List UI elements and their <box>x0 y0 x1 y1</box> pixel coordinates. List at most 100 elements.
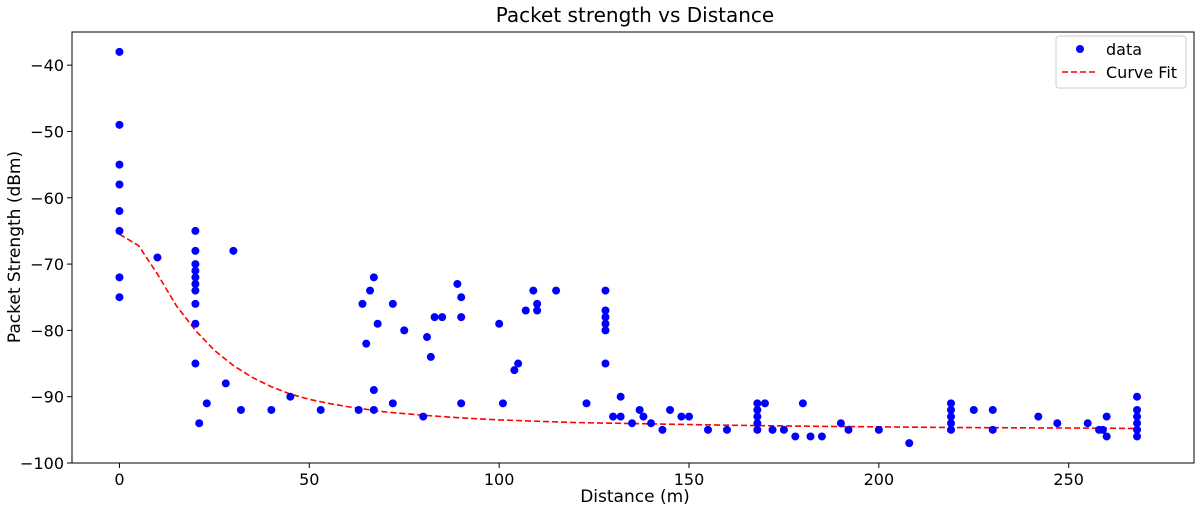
data-point <box>202 399 211 408</box>
data-point <box>115 293 124 302</box>
x-axis-ticks: 0 50 100 150 200 250 <box>114 463 1084 489</box>
x-tick-label: 0 <box>114 470 124 489</box>
data-point <box>768 425 777 434</box>
x-tick-label: 250 <box>1053 470 1084 489</box>
data-point <box>354 405 363 414</box>
data-point <box>191 226 200 235</box>
data-point <box>988 425 997 434</box>
data-point <box>969 405 978 414</box>
data-point <box>806 432 815 441</box>
data-point <box>817 432 826 441</box>
data-point <box>191 246 200 255</box>
data-point <box>703 425 712 434</box>
data-point <box>1083 419 1092 428</box>
data-point <box>369 386 378 395</box>
y-tick-label: −100 <box>20 454 64 473</box>
data-point <box>430 313 439 322</box>
data-point <box>457 313 466 322</box>
y-tick-label: −60 <box>30 189 64 208</box>
data-point <box>221 379 230 388</box>
data-point <box>635 405 644 414</box>
data-point <box>753 419 762 428</box>
data-point <box>533 306 542 315</box>
data-point <box>191 266 200 275</box>
data-point <box>685 412 694 421</box>
data-point <box>616 412 625 421</box>
data-point <box>419 412 428 421</box>
data-point <box>647 419 656 428</box>
data-point <box>191 299 200 308</box>
chart-title: Packet strength vs Distance <box>496 3 774 27</box>
data-point <box>366 286 375 295</box>
data-point <box>988 405 997 414</box>
data-point <box>1133 432 1142 441</box>
data-point <box>601 359 610 368</box>
data-point <box>191 273 200 282</box>
data-point <box>115 226 124 235</box>
data-point <box>229 246 238 255</box>
data-point <box>457 293 466 302</box>
data-point <box>874 425 883 434</box>
data-point <box>791 432 800 441</box>
data-point <box>529 286 538 295</box>
data-point <box>316 405 325 414</box>
data-point <box>1133 392 1142 401</box>
data-point <box>1034 412 1043 421</box>
data-point <box>1053 419 1062 428</box>
data-points-layer <box>115 47 1142 448</box>
data-point <box>533 299 542 308</box>
legend-curve-fit-label: Curve Fit <box>1106 63 1177 82</box>
data-point <box>753 412 762 421</box>
data-point <box>905 439 914 448</box>
legend: data Curve Fit <box>1055 35 1187 89</box>
data-point <box>1102 432 1111 441</box>
data-point <box>521 306 530 315</box>
x-tick-label: 50 <box>299 470 319 489</box>
data-point <box>946 399 955 408</box>
data-point <box>498 399 507 408</box>
legend-box <box>1055 35 1187 89</box>
x-tick-label: 150 <box>674 470 705 489</box>
data-point <box>191 286 200 295</box>
data-point <box>115 207 124 216</box>
data-point <box>609 412 618 421</box>
data-point <box>946 419 955 428</box>
y-tick-label: −70 <box>30 255 64 274</box>
data-point <box>844 425 853 434</box>
data-point <box>1133 425 1142 434</box>
x-tick-label: 200 <box>864 470 895 489</box>
data-point <box>115 47 124 56</box>
data-point <box>191 319 200 328</box>
data-point <box>666 405 675 414</box>
data-point <box>510 366 519 375</box>
data-point <box>495 319 504 328</box>
data-point <box>1133 412 1142 421</box>
data-point <box>191 359 200 368</box>
data-point <box>115 160 124 169</box>
y-tick-label: −50 <box>30 122 64 141</box>
data-point <box>1102 412 1111 421</box>
data-point <box>115 180 124 189</box>
data-point <box>946 412 955 421</box>
data-point <box>388 299 397 308</box>
data-point <box>753 425 762 434</box>
data-point <box>358 299 367 308</box>
data-point <box>191 279 200 288</box>
data-point <box>798 399 807 408</box>
x-tick-label: 100 <box>484 470 515 489</box>
legend-data-label: data <box>1106 40 1142 59</box>
data-point <box>722 425 731 434</box>
data-point <box>115 273 124 282</box>
y-axis-ticks: −100 −90 −80 −70 −60 −50 −40 <box>20 56 72 473</box>
data-point <box>426 352 435 361</box>
data-point <box>616 392 625 401</box>
data-point <box>153 253 162 262</box>
data-point <box>946 425 955 434</box>
data-point <box>1098 425 1107 434</box>
data-point <box>601 319 610 328</box>
data-point <box>457 399 466 408</box>
data-point <box>362 339 371 348</box>
data-point <box>423 333 432 342</box>
data-point <box>373 319 382 328</box>
data-point <box>438 313 447 322</box>
